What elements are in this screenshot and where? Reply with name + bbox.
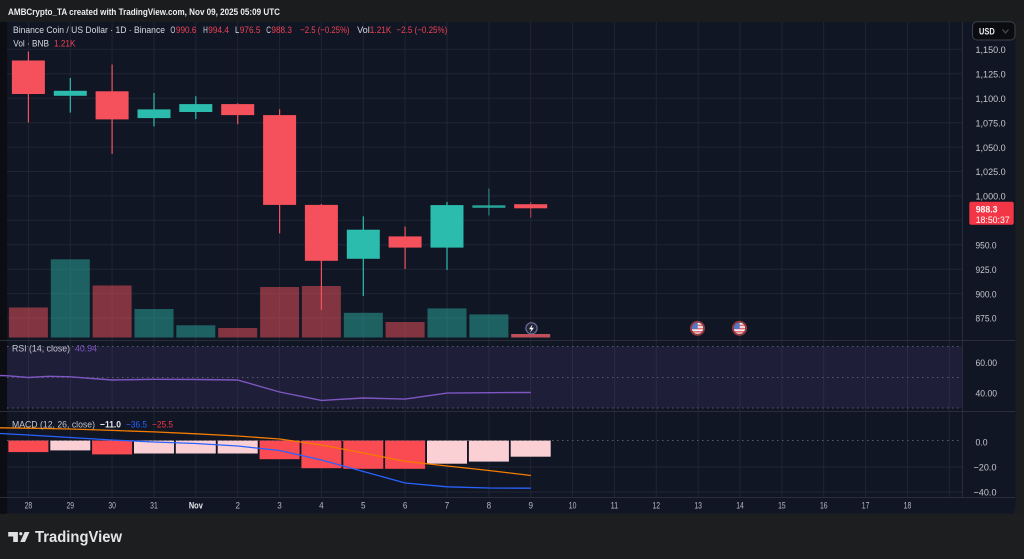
svg-text:18:50:37: 18:50:37 — [976, 215, 1010, 225]
svg-text:RSI (14, close): RSI (14, close) — [12, 344, 70, 354]
svg-text:950.0: 950.0 — [976, 240, 997, 251]
svg-text:1.21K: 1.21K — [54, 38, 76, 49]
svg-text:1,125.0: 1,125.0 — [976, 70, 1006, 81]
svg-text:−2.5 (−0.25%): −2.5 (−0.25%) — [300, 25, 349, 36]
svg-text:1,100.0: 1,100.0 — [976, 94, 1006, 105]
svg-text:976.5: 976.5 — [240, 25, 261, 36]
svg-text:60.00: 60.00 — [976, 358, 998, 369]
svg-text:1,050.0: 1,050.0 — [976, 143, 1006, 154]
svg-text:−36.5: −36.5 — [126, 420, 147, 430]
svg-text:900.0: 900.0 — [976, 289, 997, 300]
svg-text:C: C — [266, 25, 271, 36]
svg-text:Vol: Vol — [357, 25, 370, 36]
svg-text:2: 2 — [235, 501, 240, 511]
svg-text:16: 16 — [820, 501, 828, 511]
svg-text:1,025.0: 1,025.0 — [976, 167, 1006, 178]
svg-text:10: 10 — [569, 501, 577, 511]
svg-text:Nov: Nov — [189, 501, 204, 511]
svg-text:8: 8 — [487, 501, 492, 511]
svg-text:875.0: 875.0 — [976, 314, 997, 325]
svg-text:−20.0: −20.0 — [974, 462, 997, 473]
svg-text:H: H — [203, 25, 208, 36]
svg-text:Vol · BNB: Vol · BNB — [13, 38, 49, 49]
svg-text:−25.5: −25.5 — [152, 420, 173, 430]
svg-text:5: 5 — [361, 501, 366, 511]
svg-text:994.4: 994.4 — [208, 25, 229, 36]
svg-text:11: 11 — [611, 501, 619, 511]
svg-text:USD: USD — [979, 26, 995, 37]
svg-text:17: 17 — [862, 501, 870, 511]
svg-text:6: 6 — [403, 501, 408, 511]
svg-text:9: 9 — [528, 501, 533, 511]
svg-text:MACD (12, 26, close): MACD (12, 26, close) — [12, 420, 95, 430]
svg-text:925.0: 925.0 — [976, 265, 997, 276]
svg-text:40.94: 40.94 — [75, 344, 97, 354]
svg-text:L: L — [235, 25, 239, 36]
svg-text:988.3: 988.3 — [271, 25, 292, 36]
svg-text:4: 4 — [319, 501, 324, 511]
svg-text:31: 31 — [150, 501, 158, 511]
svg-text:1,150.0: 1,150.0 — [976, 45, 1006, 56]
svg-text:14: 14 — [736, 501, 744, 511]
svg-text:Binance Coin / US Dollar · 1D: Binance Coin / US Dollar · 1D · Binance — [13, 25, 165, 36]
svg-text:1,075.0: 1,075.0 — [976, 118, 1006, 129]
svg-text:988.3: 988.3 — [976, 204, 998, 215]
svg-text:7: 7 — [445, 501, 450, 511]
svg-text:0.0: 0.0 — [976, 437, 988, 448]
svg-text:15: 15 — [778, 501, 786, 511]
svg-text:O: O — [170, 25, 175, 36]
svg-text:990.6: 990.6 — [176, 25, 197, 36]
svg-text:−40.0: −40.0 — [974, 487, 997, 498]
svg-text:40.00: 40.00 — [976, 388, 998, 399]
svg-text:30: 30 — [108, 501, 116, 511]
svg-text:12: 12 — [653, 501, 661, 511]
svg-text:13: 13 — [694, 501, 702, 511]
svg-text:−11.0: −11.0 — [100, 420, 121, 430]
svg-text:TradingView: TradingView — [35, 529, 123, 546]
svg-text:1,000.0: 1,000.0 — [976, 192, 1006, 203]
svg-text:AMBCrypto_TA created with Trad: AMBCrypto_TA created with TradingView.co… — [8, 7, 280, 18]
svg-text:29: 29 — [66, 501, 74, 511]
svg-text:28: 28 — [25, 501, 33, 511]
svg-text:−2.5 (−0.25%): −2.5 (−0.25%) — [397, 25, 448, 36]
svg-text:1.21K: 1.21K — [370, 25, 392, 36]
svg-text:3: 3 — [277, 501, 282, 511]
svg-text:18: 18 — [904, 501, 912, 511]
